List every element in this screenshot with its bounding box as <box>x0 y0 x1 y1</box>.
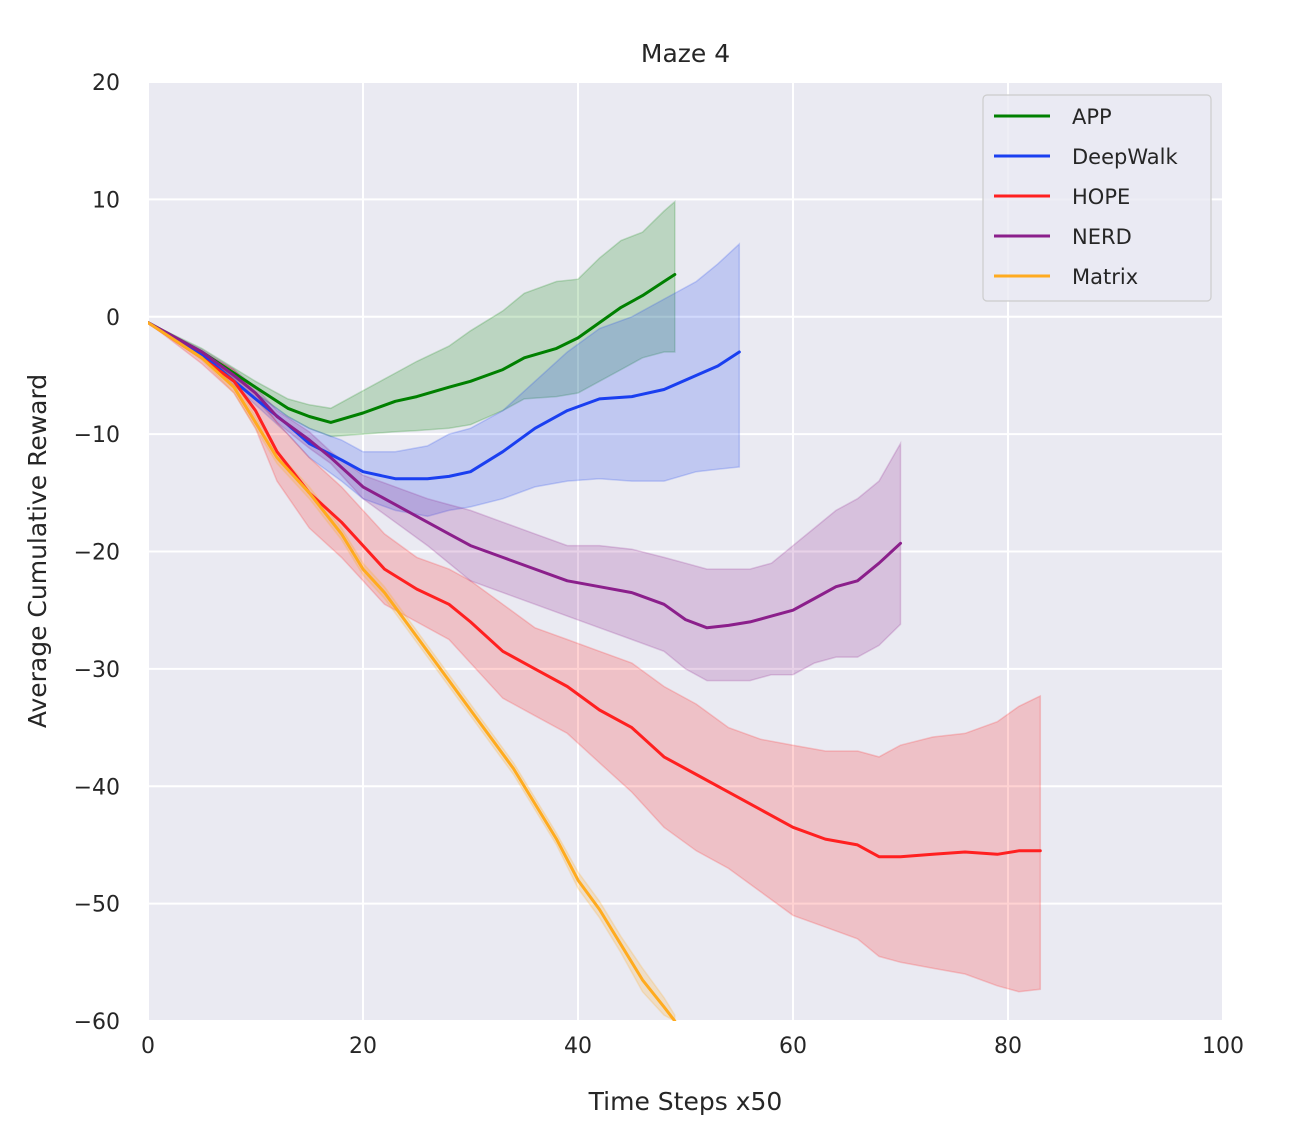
y-tick-label: −60 <box>74 1010 120 1035</box>
x-tick-label: 40 <box>564 1034 592 1059</box>
legend-label-nerd: NERD <box>1072 225 1132 249</box>
y-tick-label: −50 <box>74 893 120 918</box>
app-line <box>148 273 677 424</box>
legend-label-app: APP <box>1072 105 1112 129</box>
legend: APP DeepWalk HOPE NERD Matrix <box>982 94 1212 302</box>
y-tick-labels: 20 10 0 −10 −20 −30 −40 −50 −60 <box>74 71 120 1035</box>
y-tick-label: 0 <box>106 306 120 331</box>
y-tick-label: −30 <box>74 658 120 683</box>
deepwalk-confidence-band <box>148 242 741 518</box>
grid <box>147 81 1224 1022</box>
x-tick-labels: 0 20 40 60 80 100 <box>141 1034 1244 1059</box>
y-tick-label: −20 <box>74 541 120 566</box>
series-lines <box>148 273 1042 1021</box>
x-tick-label: 60 <box>779 1034 807 1059</box>
app-confidence-band <box>148 200 676 438</box>
y-tick-label: −10 <box>74 423 120 448</box>
legend-label-matrix: Matrix <box>1072 265 1138 289</box>
nerd-line <box>148 321 902 630</box>
legend-frame <box>982 94 1212 302</box>
matrix-line <box>148 321 677 1021</box>
hope-confidence-band <box>148 321 1042 993</box>
x-tick-label: 100 <box>1202 1034 1244 1059</box>
x-tick-label: 20 <box>349 1034 377 1059</box>
nerd-confidence-band <box>148 321 902 682</box>
y-tick-label: 20 <box>92 71 120 96</box>
x-tick-label: 80 <box>994 1034 1022 1059</box>
y-tick-label: −40 <box>74 775 120 800</box>
x-tick-label: 0 <box>141 1034 155 1059</box>
legend-label-hope: HOPE <box>1072 185 1130 209</box>
x-axis-label: Time Steps x50 <box>588 1087 783 1116</box>
y-axis-label: Average Cumulative Reward <box>23 374 52 728</box>
confidence-bands <box>148 200 1042 1021</box>
legend-label-deepwalk: DeepWalk <box>1072 145 1178 169</box>
chart-title: Maze 4 <box>641 39 730 68</box>
matrix-confidence-band <box>148 321 676 1021</box>
y-tick-label: 10 <box>92 188 120 213</box>
